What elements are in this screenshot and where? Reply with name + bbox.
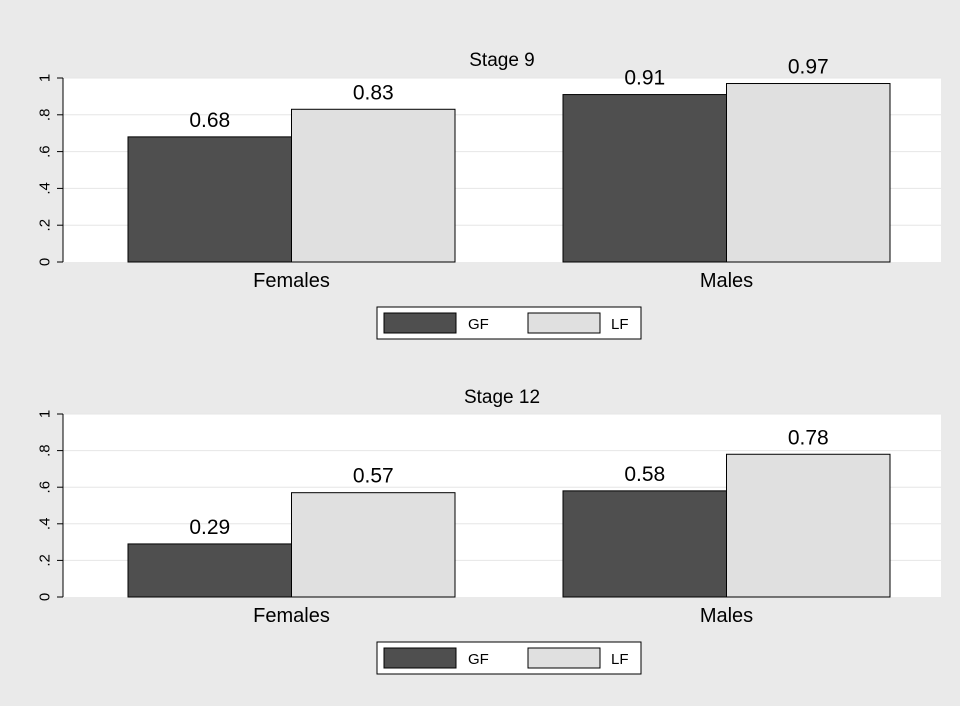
bar-lf-females bbox=[291, 108, 456, 263]
category-label: Females bbox=[253, 605, 330, 627]
legend-swatch-gf bbox=[383, 647, 457, 669]
y-tick-label: .8 bbox=[37, 109, 54, 122]
bar-lf-males bbox=[726, 83, 891, 263]
legend-swatch-gf bbox=[383, 312, 457, 334]
data-label: 0.97 bbox=[788, 56, 829, 79]
data-label: 0.83 bbox=[353, 81, 394, 104]
y-tick-label: .2 bbox=[37, 219, 54, 232]
category-label: Males bbox=[700, 605, 753, 627]
legend-swatch-lf bbox=[527, 312, 601, 334]
legend-label: GF bbox=[468, 316, 489, 333]
y-tick-label: .2 bbox=[37, 554, 54, 567]
legend-label: LF bbox=[611, 316, 629, 333]
category-label: Females bbox=[253, 270, 330, 292]
bar-gf-females bbox=[127, 136, 292, 263]
chart-panel-1: Stage 9 0 .2 .4 .6 .8 1 0.68 0.83 Females 0.91 0.97… bbox=[37, 50, 941, 340]
y-tick-label: .6 bbox=[37, 481, 54, 494]
bar-lf-females bbox=[291, 492, 456, 598]
legend-label: LF bbox=[611, 651, 629, 668]
legend-label: GF bbox=[468, 651, 489, 668]
y-tick-label: .4 bbox=[37, 518, 54, 531]
y-tick-label: .6 bbox=[37, 145, 54, 158]
data-label: 0.78 bbox=[788, 426, 829, 449]
chart-title: Stage 12 bbox=[464, 387, 540, 408]
y-tick-label: 1 bbox=[37, 74, 54, 82]
chart-title: Stage 9 bbox=[469, 50, 535, 71]
data-label: 0.57 bbox=[353, 465, 394, 488]
y-tick-label: .4 bbox=[37, 182, 54, 195]
y-tick-label: 0 bbox=[37, 593, 54, 601]
bar-gf-females bbox=[127, 543, 292, 598]
bar-gf-males bbox=[562, 94, 727, 263]
legend-swatch-lf bbox=[527, 647, 601, 669]
data-label: 0.29 bbox=[189, 516, 230, 539]
y-tick-label: 1 bbox=[37, 410, 54, 418]
data-label: 0.58 bbox=[624, 463, 665, 486]
y-tick-label: .8 bbox=[37, 444, 54, 457]
bar-gf-males bbox=[562, 490, 727, 598]
data-label: 0.91 bbox=[624, 67, 665, 90]
data-label: 0.68 bbox=[189, 109, 230, 132]
y-tick-label: 0 bbox=[37, 258, 54, 266]
category-label: Males bbox=[700, 270, 753, 292]
bar-lf-males bbox=[726, 453, 891, 598]
chart-panel-2: Stage 12 0 .2 .4 .6 .8 1 0.29 0.57 Females 0.58 0.7… bbox=[37, 387, 941, 675]
